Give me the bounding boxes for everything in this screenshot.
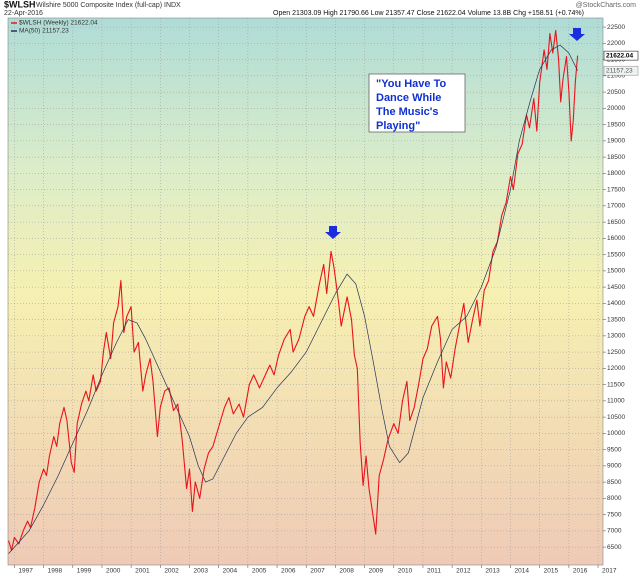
y-tick-label: 16000	[607, 235, 625, 242]
x-tick-label: 2002	[164, 568, 179, 575]
x-tick-label: 2003	[194, 568, 209, 575]
annotation: Dance While	[376, 92, 441, 104]
y-tick-label: 13000	[607, 333, 625, 340]
header-stats: Open 21303.09 High 21790.66 Low 21357.47…	[273, 10, 584, 17]
y-tick-label: 8500	[607, 479, 622, 486]
arrow	[569, 28, 585, 41]
series-line	[8, 29, 579, 551]
x-tick-label: 2010	[398, 568, 413, 575]
y-tick-label: 6500	[607, 544, 622, 551]
y-tick-label: 13500	[607, 316, 625, 323]
y-tick-label: 10000	[607, 430, 625, 437]
x-tick-label: 2012	[456, 568, 471, 575]
y-tick-label: 20500	[607, 89, 625, 96]
annotation: "You Have To	[376, 78, 446, 90]
x-tick-label: 2015	[544, 568, 559, 575]
chart-date: 22-Apr-2016	[4, 10, 43, 17]
y-tick-label: 15000	[607, 268, 625, 275]
x-tick-label: 1998	[48, 568, 63, 575]
x-tick-label: 2011	[427, 568, 441, 575]
y-tick-label: 7500	[607, 511, 622, 518]
x-tick-label: 2014	[514, 568, 529, 575]
price-tag-label: 21157.23	[606, 67, 633, 74]
y-tick-label: 17500	[607, 186, 625, 193]
y-tick-label: 18500	[607, 154, 625, 161]
x-tick-label: 1999	[77, 568, 92, 575]
symbol: $WLSH	[4, 0, 36, 9]
y-tick-label: 18000	[607, 170, 625, 177]
y-tick-label: 20000	[607, 105, 625, 112]
arrow	[325, 226, 341, 239]
y-tick-label: 11000	[607, 398, 625, 405]
chart-title: Wilshire 5000 Composite Index (full-cap)…	[36, 2, 181, 9]
y-tick-label: 8000	[607, 495, 622, 502]
price-tag-label: 21622.04	[606, 52, 633, 59]
x-tick-label: 2000	[106, 568, 121, 575]
y-tick-label: 21000	[607, 73, 625, 80]
x-tick-label: 1997	[18, 568, 33, 575]
price-tag	[603, 65, 639, 76]
legend-label: MA(50) 21157.23	[19, 28, 69, 35]
credit: @StockCharts.com	[576, 2, 637, 9]
y-tick-label: 17000	[607, 203, 625, 210]
price-tag	[603, 50, 639, 61]
y-tick-label: 9000	[607, 463, 622, 470]
y-tick-label: 15500	[607, 251, 625, 258]
x-tick-label: 2017	[602, 568, 617, 575]
annotation: Playing"	[376, 120, 420, 132]
y-tick-label: 19000	[607, 138, 625, 145]
y-tick-label: 16500	[607, 219, 625, 226]
x-tick-label: 2006	[281, 568, 296, 575]
y-tick-label: 19500	[607, 121, 625, 128]
y-tick-label: 10500	[607, 414, 625, 421]
legend-label: $WLSH (Weekly) 21622.04	[19, 20, 98, 27]
y-tick-label: 22500	[607, 24, 625, 31]
x-tick-label: 2013	[485, 568, 500, 575]
y-tick-label: 11500	[607, 381, 625, 388]
x-tick-label: 2016	[573, 568, 588, 575]
y-tick-label: 12000	[607, 365, 625, 372]
y-tick-label: 14500	[607, 284, 625, 291]
x-tick-label: 2007	[310, 568, 325, 575]
plot-area	[7, 17, 604, 566]
y-tick-label: 22000	[607, 40, 625, 47]
y-tick-label: 14000	[607, 300, 625, 307]
y-tick-label: 9500	[607, 446, 622, 453]
annotation-box	[368, 73, 466, 133]
x-tick-label: 2004	[223, 568, 238, 575]
series-line	[8, 44, 578, 554]
x-tick-label: 2009	[369, 568, 384, 575]
y-tick-label: 7000	[607, 528, 622, 535]
y-tick-label: 12500	[607, 349, 625, 356]
x-tick-label: 2005	[252, 568, 267, 575]
x-tick-label: 2001	[135, 568, 150, 575]
x-tick-label: 2008	[339, 568, 354, 575]
annotation: The Music's	[376, 106, 439, 118]
